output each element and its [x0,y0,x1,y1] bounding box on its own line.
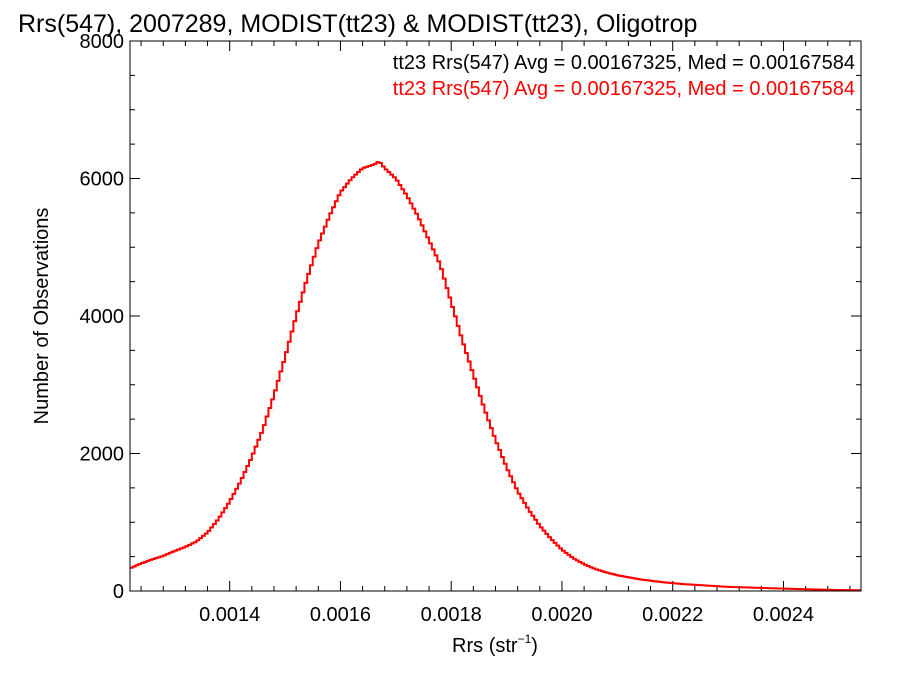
x-axis-label-superscript: −1 [518,632,532,646]
legend-entry-black: tt23 Rrs(547) Avg = 0.00167325, Med = 0.… [393,52,855,74]
x-tick-label: 0.0022 [642,604,703,626]
y-tick-label: 2000 [80,444,125,466]
y-tick-label: 8000 [80,31,125,53]
x-tick-label: 0.0014 [199,604,260,626]
y-axis-label: Number of Observations [31,208,53,425]
legend-entry-red: tt23 Rrs(547) Avg = 0.00167325, Med = 0.… [393,78,855,100]
x-tick-label: 0.0024 [753,604,814,626]
y-tick-label: 0 [113,581,124,603]
axis-ticks: 0 2000 4000 6000 8000 0.0014 0.0016 0.0018 0.002… [80,31,861,626]
series-layer [130,161,861,592]
x-axis-label: Rrs (str−1) [452,632,538,657]
x-tick-label: 0.0020 [531,604,592,626]
x-axis-label-main: Rrs (str [452,635,518,657]
x-tick-label: 0.0016 [310,604,371,626]
y-tick-label: 4000 [80,306,125,328]
plot-frame [129,40,862,592]
x-axis-label-close: ) [531,635,538,657]
x-tick-label: 0.0018 [421,604,482,626]
chart-title: Rrs(547), 2007289, MODIST(tt23) & MODIST… [18,10,697,38]
histogram-series-line [130,161,861,592]
y-tick-label: 6000 [80,169,125,191]
